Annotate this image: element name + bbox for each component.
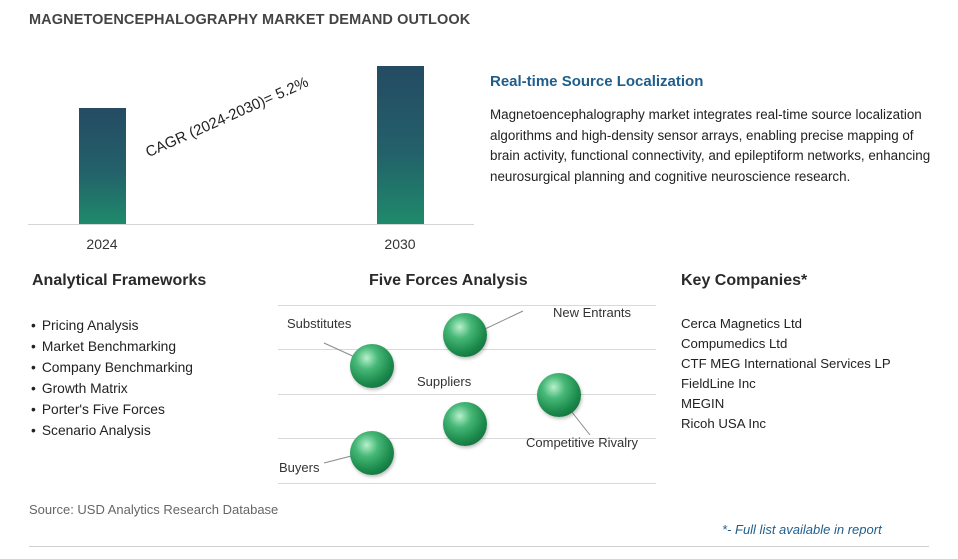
page-title: MAGNETOENCEPHALOGRAPHY MARKET DEMAND OUT… [29, 12, 471, 28]
list-item: Growth Matrix [31, 378, 193, 399]
buyers-sphere-icon [350, 431, 394, 475]
buyers-label: Buyers [279, 460, 320, 475]
divider [29, 546, 929, 547]
new-entrants-sphere-icon [443, 313, 487, 357]
new-entrants-label: New Entrants [553, 305, 632, 320]
five-forces-diagram: Substitutes New Entrants Suppliers Compe… [278, 305, 656, 485]
list-item: Scenario Analysis [31, 420, 193, 441]
suppliers-sphere-icon [443, 402, 487, 446]
bar-label-2030: 2030 [384, 236, 416, 252]
footnote: *- Full list available in report [722, 522, 882, 537]
suppliers-label: Suppliers [417, 374, 472, 389]
list-item: MEGIN [681, 396, 725, 411]
list-item: CTF MEG International Services LP [681, 356, 891, 371]
divider [278, 483, 656, 484]
bar-2030 [376, 66, 424, 224]
list-item: Porter's Five Forces [31, 399, 193, 420]
list-item: Pricing Analysis [31, 315, 193, 336]
five-forces-title: Five Forces Analysis [369, 272, 528, 289]
substitutes-label: Substitutes [287, 316, 352, 331]
cagr-annotation: CAGR (2024-2030)= 5.2% [143, 73, 312, 161]
bar-2024 [78, 107, 126, 224]
frameworks-title: Analytical Frameworks [32, 272, 207, 289]
competitive-rivalry-sphere-icon [537, 373, 581, 417]
bar-label-2024: 2024 [86, 236, 118, 252]
bar-chart: 2024 2030 CAGR (2024-2030)= 5.2% [28, 40, 474, 260]
highlight-title: Real-time Source Localization [490, 73, 704, 90]
list-item: Market Benchmarking [31, 336, 193, 357]
competitive-rivalry-label: Competitive Rivalry [526, 435, 638, 450]
divider [278, 305, 656, 306]
chart-baseline [28, 224, 474, 225]
list-item: Ricoh USA Inc [681, 416, 767, 431]
divider [278, 394, 656, 395]
highlight-text: Magnetoencephalography market integrates… [490, 107, 931, 184]
list-item: Company Benchmarking [31, 357, 193, 378]
list-item: Cerca Magnetics Ltd [681, 316, 802, 331]
substitutes-sphere-icon [350, 344, 394, 388]
list-item: Compumedics Ltd [681, 336, 788, 351]
source-note: Source: USD Analytics Research Database [29, 502, 279, 517]
companies-title: Key Companies* [681, 272, 808, 289]
frameworks-list: Pricing Analysis Market Benchmarking Com… [31, 315, 193, 441]
list-item: FieldLine Inc [681, 376, 756, 391]
companies-list: Cerca Magnetics Ltd Compumedics Ltd CTF … [681, 314, 891, 434]
